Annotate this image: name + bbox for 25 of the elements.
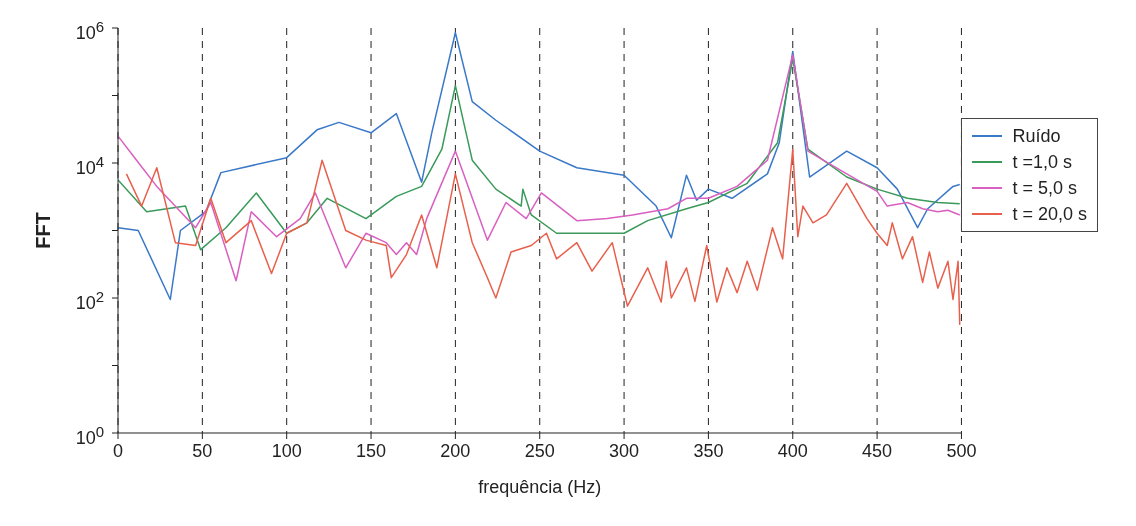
x-tick-label: 250	[524, 441, 555, 461]
x-tick-label: 150	[356, 441, 387, 461]
legend-label: t = 20,0 s	[1012, 203, 1087, 226]
x-axis-title: frequência (Hz)	[478, 477, 602, 497]
x-tick-label: 50	[192, 441, 213, 461]
x-tick-label: 450	[862, 441, 893, 461]
line-series	[118, 32, 961, 301]
x-tick-label: 500	[946, 441, 977, 461]
legend-label: Ruído	[1012, 125, 1061, 148]
legend-label: t =1,0 s	[1012, 151, 1072, 174]
x-tick-label: 400	[777, 441, 808, 461]
line-series	[125, 148, 961, 326]
line-series	[118, 58, 961, 251]
y-tick-label: 10$^{2}$	[74, 287, 104, 314]
legend-label: t = 5,0 s	[1012, 177, 1077, 200]
y-tick-label: 10$^{0}$	[74, 422, 104, 449]
x-tick-label: 300	[609, 441, 640, 461]
y-axis-title: FFT	[32, 212, 55, 249]
x-tick-label: 200	[440, 441, 471, 461]
y-tick-label: 10$^{6}$	[74, 17, 104, 44]
x-tick-label: 0	[112, 441, 124, 461]
y-tick-label: 10$^{4}$	[74, 152, 104, 179]
x-tick-label: 350	[693, 441, 724, 461]
x-tick-label: 100	[271, 441, 302, 461]
line-series	[118, 54, 961, 282]
